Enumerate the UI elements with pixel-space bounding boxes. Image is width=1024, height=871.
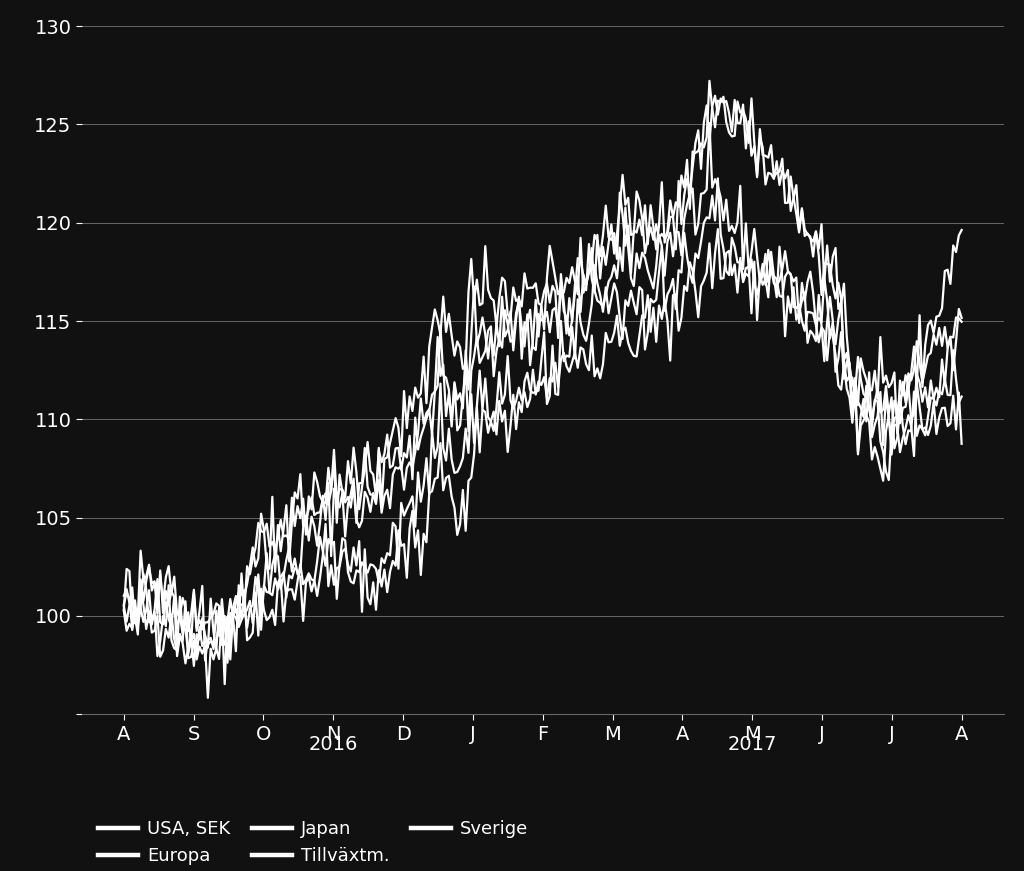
Text: 2017: 2017 [727,734,777,753]
Legend: USA, SEK, Europa, Japan, Tillväxtm., Sverige: USA, SEK, Europa, Japan, Tillväxtm., Sve… [91,813,536,871]
Text: 2016: 2016 [308,734,358,753]
